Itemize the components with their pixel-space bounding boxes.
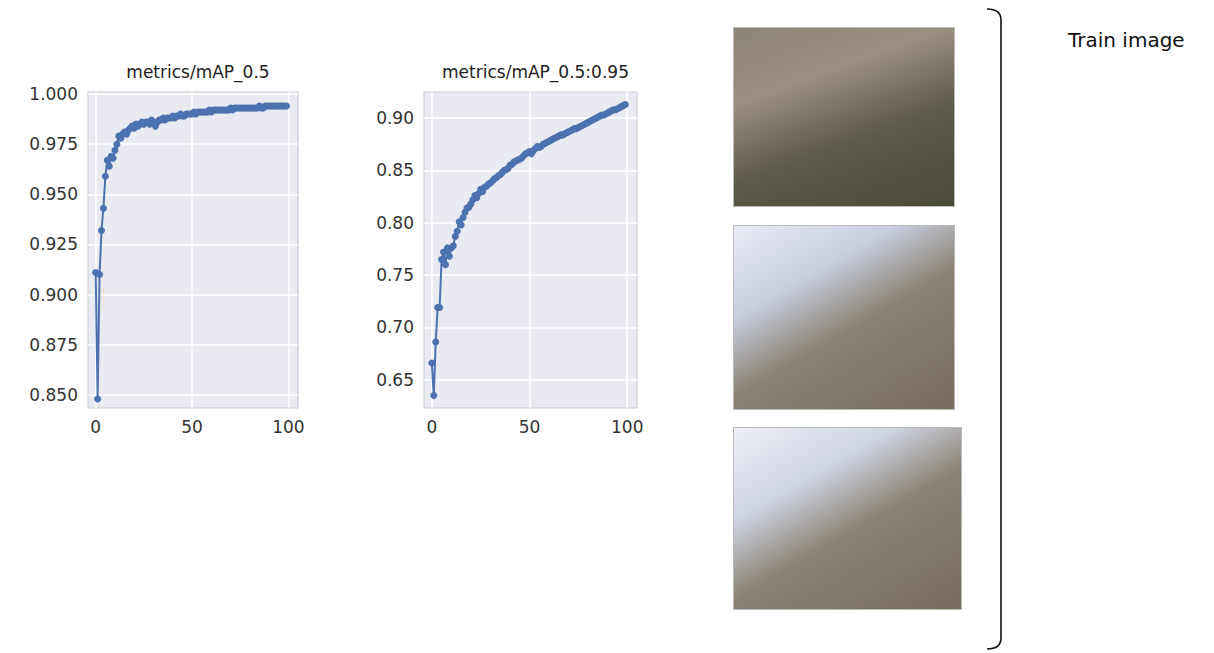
html-text:Train image: Train image <box>1068 28 1185 52</box>
svg-text:0.975: 0.975 <box>29 134 78 154</box>
svg-text:metrics/mAP_0.5:0.95: metrics/mAP_0.5:0.95 <box>442 62 629 83</box>
svg-text:0: 0 <box>90 417 101 437</box>
svg-text:50: 50 <box>181 417 203 437</box>
svg-text:1.000: 1.000 <box>29 84 78 104</box>
svg-text:0.950: 0.950 <box>29 184 78 204</box>
svg-text:0.85: 0.85 <box>376 160 414 180</box>
svg-text:100: 100 <box>272 417 304 437</box>
svg-text:0.70: 0.70 <box>376 317 414 337</box>
svg-text:0.900: 0.900 <box>29 285 78 305</box>
svg-text:0.850: 0.850 <box>29 385 78 405</box>
svg-text:0.90: 0.90 <box>376 108 414 128</box>
svg-text:0: 0 <box>426 417 437 437</box>
svg-text:0.75: 0.75 <box>376 265 414 285</box>
svg-text:50: 50 <box>519 417 541 437</box>
svg-text:0.875: 0.875 <box>29 335 78 355</box>
svg-text:100: 100 <box>611 417 643 437</box>
svg-text:metrics/mAP_0.5: metrics/mAP_0.5 <box>126 62 269 83</box>
svg-text:0.925: 0.925 <box>29 234 78 254</box>
svg-text:0.65: 0.65 <box>376 370 414 390</box>
svg-text:0.80: 0.80 <box>376 213 414 233</box>
